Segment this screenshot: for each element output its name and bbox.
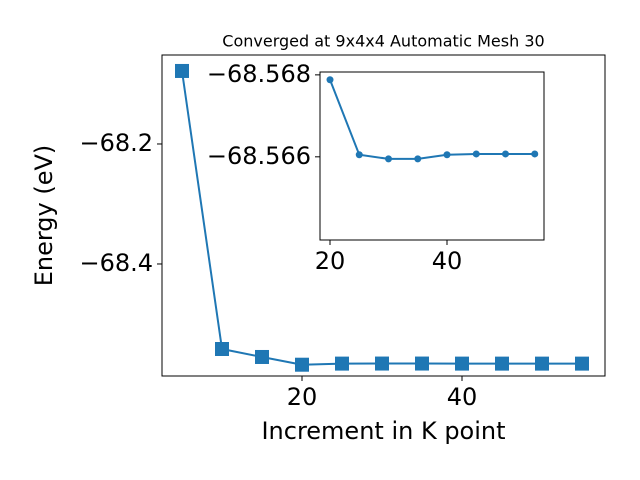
marker bbox=[535, 356, 549, 371]
marker bbox=[255, 349, 269, 364]
marker bbox=[502, 150, 510, 158]
marker bbox=[415, 356, 429, 371]
marker bbox=[495, 356, 509, 371]
y-tick-label: −68.568 bbox=[207, 60, 311, 88]
y-tick-label: −68.2 bbox=[79, 129, 153, 157]
marker bbox=[575, 356, 589, 371]
marker bbox=[375, 356, 389, 371]
marker bbox=[385, 155, 393, 163]
chart-title: Converged at 9x4x4 Automatic Mesh 30 bbox=[222, 32, 544, 51]
x-tick-label: 40 bbox=[432, 247, 463, 275]
y-tick-label: −68.566 bbox=[207, 142, 311, 170]
marker bbox=[531, 150, 539, 158]
y-tick-label: −68.4 bbox=[79, 249, 153, 277]
line bbox=[329, 79, 535, 160]
marker bbox=[326, 76, 334, 84]
x-tick-label: 40 bbox=[447, 383, 478, 411]
marker bbox=[472, 150, 480, 158]
x-tick-label: 20 bbox=[315, 247, 346, 275]
marker bbox=[295, 357, 309, 372]
marker bbox=[455, 356, 469, 371]
marker bbox=[443, 151, 451, 159]
marker bbox=[414, 155, 422, 163]
marker bbox=[355, 151, 363, 159]
x-axis-label: Increment in K point bbox=[261, 417, 505, 445]
marker bbox=[175, 63, 189, 78]
y-axis-label: Energy (eV) bbox=[30, 145, 58, 287]
marker bbox=[215, 342, 229, 356]
marker bbox=[335, 356, 349, 371]
x-tick-label: 20 bbox=[287, 383, 318, 411]
